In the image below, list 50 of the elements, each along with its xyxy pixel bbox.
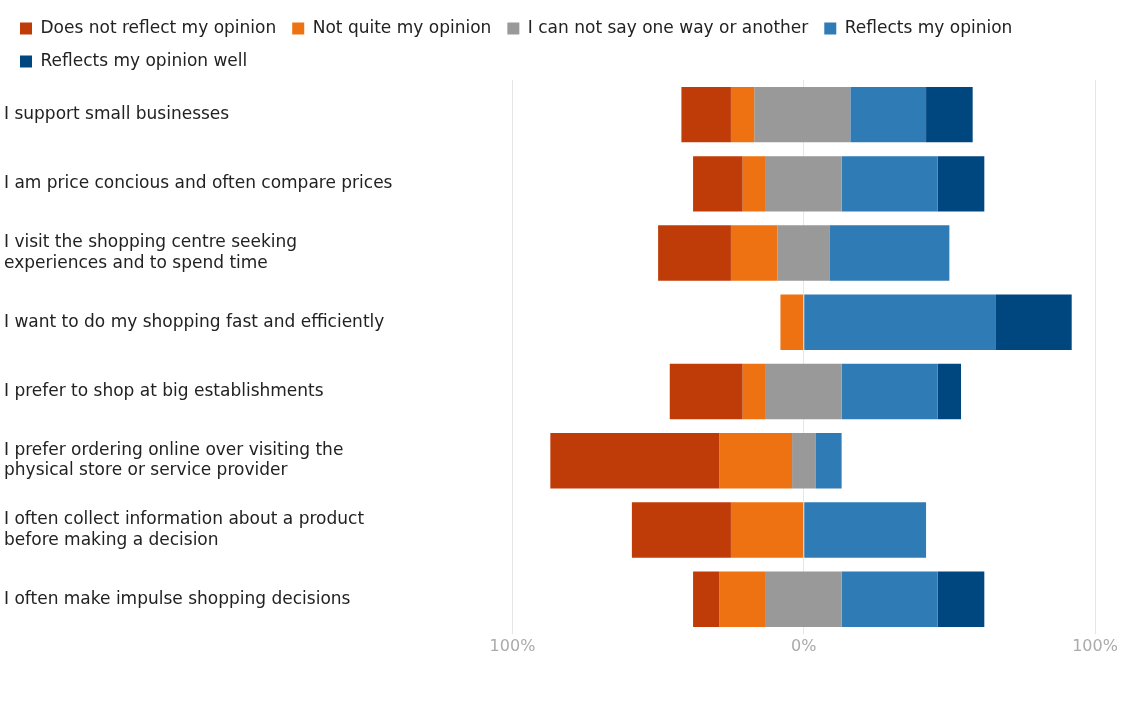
bar	[550, 433, 720, 489]
bar	[693, 156, 743, 212]
bar	[841, 363, 938, 420]
y-tick-label: I prefer to shop at big establishments	[4, 379, 324, 400]
bar	[777, 225, 830, 281]
legend-label: I can not say one way or another	[527, 16, 809, 37]
bar	[937, 156, 985, 212]
bar	[719, 571, 766, 627]
bar	[669, 363, 743, 420]
y-tick-label: I am price concious and often compare prices	[4, 172, 393, 193]
x-tick-label: 100%	[1072, 635, 1118, 655]
bar	[658, 225, 731, 281]
bar	[693, 571, 720, 627]
legend-label: Reflects my opinion well	[40, 49, 248, 70]
bar	[792, 433, 816, 489]
bar	[815, 433, 842, 489]
bar	[995, 294, 1072, 350]
x-tick-label: 100%	[489, 635, 536, 655]
bar	[730, 86, 755, 143]
bar	[754, 86, 851, 143]
y-tick-label: I often collect information about a product before making a decision	[4, 508, 365, 549]
bar	[841, 156, 938, 212]
legend-label: Does not reflect my opinion	[40, 16, 277, 37]
bar	[742, 363, 766, 420]
y-tick-label: I often make impulse shopping decisions	[4, 587, 351, 608]
bar	[765, 571, 842, 627]
x-tick-label: 0%	[791, 635, 817, 655]
bar	[829, 225, 950, 281]
y-tick-label: I visit the shopping centre seeking experiences and to spend time	[4, 231, 298, 272]
y-tick-label: I prefer ordering online over visiting the physical store or service provider	[4, 438, 344, 480]
bar	[804, 294, 996, 350]
bar	[765, 363, 842, 420]
bar	[850, 86, 927, 143]
bar	[804, 502, 927, 558]
legend-label: Reflects my opinion	[844, 16, 1013, 37]
bar	[681, 86, 731, 143]
bar	[765, 156, 842, 212]
bar	[926, 86, 973, 143]
bar	[937, 571, 985, 627]
bar	[730, 502, 804, 558]
bar	[631, 502, 731, 558]
bar	[730, 225, 778, 281]
legend-label: Not quite my opinion	[312, 16, 492, 37]
y-tick-label: I support small businesses	[4, 103, 230, 124]
y-tick-label: I want to do my shopping fast and efficiently	[4, 310, 385, 331]
bar	[780, 294, 804, 350]
bar	[719, 433, 793, 489]
bar	[841, 571, 938, 627]
bar	[742, 156, 766, 212]
bar	[937, 363, 962, 420]
